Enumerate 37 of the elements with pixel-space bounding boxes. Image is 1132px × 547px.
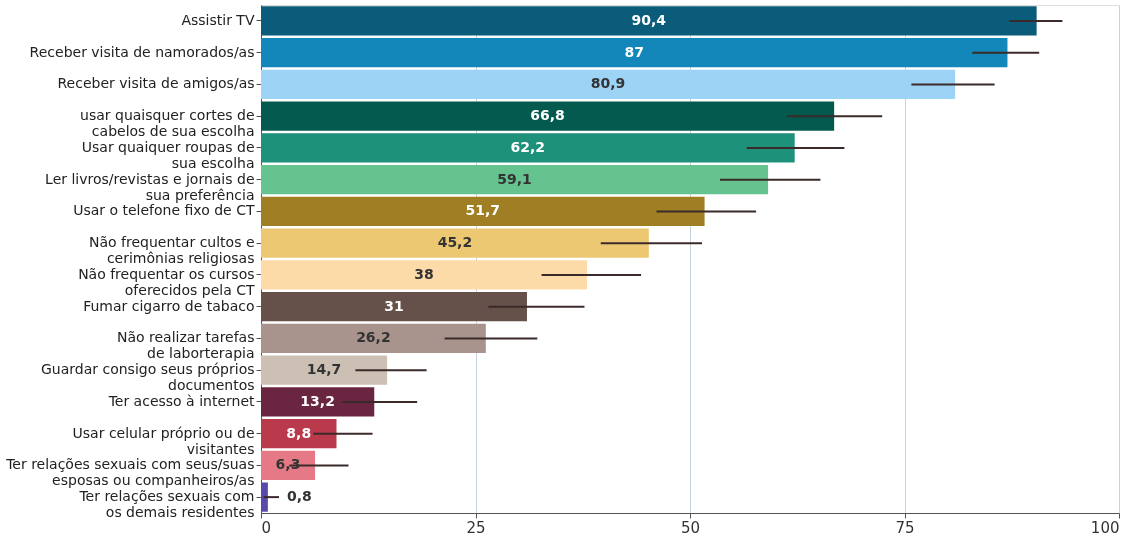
y-tick-label: Ter relações sexuais com os demais residentes [78,488,255,521]
data-label: 45,2 [437,234,473,251]
data-label: 80,9 [590,75,626,92]
data-label: 31 [384,297,404,314]
data-label: 6,3 [275,456,301,473]
y-tick-label: Fumar cigarro de tabaco [83,297,255,314]
y-tick-label: Não realizar tarefas de laborterapia [116,329,255,362]
y-tick-label: Assistir TV [181,11,255,28]
y-tick-label: Ler livros/revistas e jornais de sua preferência [45,170,255,203]
x-tick-label: 0 [261,518,272,537]
data-label: 90,4 [631,11,667,28]
y-tick-label: Ter acesso à internet [107,392,255,409]
x-tick-label: 75 [895,518,915,537]
y-tick-label: Não frequentar os cursos oferecidos pela CT [78,265,255,298]
data-label: 62,2 [510,138,546,155]
y-tick-label: Receber visita de namorados/as [29,43,255,60]
y-tick-label: Ter relações sexuais com seus/suas esposas ou companheiros/as [5,456,255,489]
y-tick-label: usar quaisquer cortes de cabelos de sua escolha [80,107,255,140]
data-label: 13,2 [300,392,335,409]
y-tick-label: Usar celular próprio ou de visitantes [72,424,255,457]
data-label: 8,8 [286,424,312,441]
x-tick-label: 100 [1090,518,1120,537]
data-label: 38 [414,265,434,282]
y-tick-label: Usar quaiquer roupas de sua escolha [81,138,255,171]
y-tick-label: Guardar consigo seus próprios documentos [40,361,255,394]
data-label: 87 [624,43,644,60]
y-tick-label: Não frequentar cultos e cerimônias religiosas [89,234,255,267]
data-label: 14,7 [306,361,342,378]
data-label: 51,7 [465,202,501,219]
y-tick-label: Receber visita de amigos/as [57,75,255,92]
x-tick-label: 25 [466,518,486,537]
data-label: 66,8 [530,107,565,124]
data-label: 59,1 [497,170,532,187]
data-label: 26,2 [356,329,391,346]
y-tick-label: Usar o telefone fixo de CT [73,202,255,219]
x-tick-label: 50 [680,518,701,537]
data-label: 0,8 [287,488,312,505]
